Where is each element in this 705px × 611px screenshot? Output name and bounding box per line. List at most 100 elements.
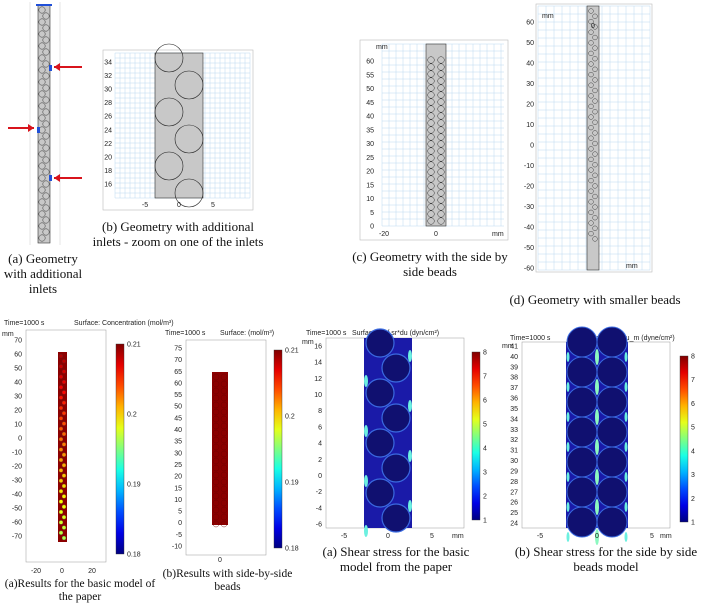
bead <box>566 416 598 448</box>
bead <box>220 450 228 458</box>
stress-hotspot <box>595 499 599 515</box>
y-tick-label: 45 <box>174 415 182 422</box>
colorbar-label: 2 <box>691 496 695 503</box>
y-tick-label: 36 <box>510 396 518 403</box>
y-tick-label: 5 <box>178 509 182 516</box>
bead <box>38 114 46 122</box>
bead <box>220 422 228 430</box>
bead <box>61 379 67 385</box>
caption-d: (d) Geometry with smaller beads <box>509 292 681 307</box>
bead <box>61 359 67 364</box>
bead <box>212 415 220 423</box>
bead <box>592 140 598 147</box>
bead <box>592 87 598 94</box>
x-tick-label: 5 <box>430 533 434 540</box>
bead <box>427 154 435 162</box>
stress-hotspot <box>566 472 570 482</box>
bead <box>42 204 50 212</box>
stress-hotspot <box>566 382 570 392</box>
bead <box>427 182 435 190</box>
y-tick-label: 34 <box>510 416 518 423</box>
bead <box>592 162 598 168</box>
bead <box>212 436 220 444</box>
bead <box>212 457 220 465</box>
bead <box>592 130 598 136</box>
bead <box>174 178 204 208</box>
unit-label: mm <box>502 343 514 350</box>
y-tick-label: 0 <box>530 143 534 150</box>
bead <box>61 515 67 520</box>
bead <box>566 326 598 358</box>
bead <box>592 172 598 178</box>
bead <box>220 513 228 521</box>
bead <box>592 193 598 200</box>
bead <box>42 48 50 56</box>
bead <box>38 186 46 194</box>
bead <box>437 77 445 85</box>
bead <box>220 387 228 395</box>
arrow-head <box>28 124 34 132</box>
y-tick-label: 0 <box>18 436 22 443</box>
bead <box>58 437 64 442</box>
bead <box>588 18 594 25</box>
y-tick-label: 50 <box>14 366 22 373</box>
bead <box>212 471 220 479</box>
bead <box>38 210 46 218</box>
side-inlet <box>37 127 40 133</box>
bead <box>212 373 220 381</box>
bead <box>61 483 67 489</box>
y-tick-label: 39 <box>510 364 518 371</box>
bead <box>427 63 435 71</box>
y-tick-label: 0 <box>370 224 374 231</box>
colorbar-label: 0.2 <box>285 414 295 421</box>
bead <box>566 356 598 388</box>
bead <box>220 457 228 465</box>
bead <box>427 70 435 78</box>
bead <box>427 210 435 218</box>
stress-hotspot <box>624 442 628 452</box>
bead <box>58 530 64 535</box>
x-tick-label: -5 <box>537 533 543 540</box>
x-tick-label: 0 <box>60 568 64 575</box>
bead <box>588 61 594 67</box>
y-tick-label: 14 <box>314 360 322 367</box>
y-tick-label: 40 <box>526 61 534 68</box>
stress-hotspot <box>624 502 628 512</box>
bead <box>220 380 228 388</box>
bead <box>174 124 204 154</box>
bead <box>566 446 598 478</box>
bead <box>437 56 445 64</box>
bead <box>42 108 50 116</box>
y-tick-label: 65 <box>174 369 182 376</box>
y-tick-label: -50 <box>524 245 534 252</box>
bead <box>427 133 435 141</box>
x-tick-label: 5 <box>650 533 654 540</box>
y-tick-label: 10 <box>526 122 534 129</box>
y-tick-label: 4 <box>318 441 322 448</box>
bead <box>588 156 594 163</box>
bead <box>381 503 411 533</box>
bead <box>58 509 64 515</box>
bead <box>212 478 220 486</box>
bead <box>437 217 445 225</box>
y-tick-label: -10 <box>524 163 534 170</box>
bead <box>596 386 628 418</box>
y-tick-label: -30 <box>12 478 22 485</box>
y-tick-label: 60 <box>174 380 182 387</box>
bead <box>38 18 46 26</box>
y-tick-label: 30 <box>104 87 112 94</box>
bead <box>588 50 594 57</box>
x-tick-label: -5 <box>142 202 148 209</box>
stress-hotspot <box>408 500 412 512</box>
y-tick-label: 25 <box>174 462 182 469</box>
unit-label: mm <box>626 263 638 270</box>
bead <box>427 168 435 176</box>
bead <box>220 471 228 479</box>
time-label-h: Time=1000 s <box>510 335 551 342</box>
time-label-e: Time=1000 s <box>4 320 45 327</box>
panel-a-geometry <box>0 0 90 250</box>
bead <box>566 386 598 418</box>
bead <box>437 119 445 127</box>
bead <box>61 504 67 509</box>
bead <box>220 499 228 507</box>
